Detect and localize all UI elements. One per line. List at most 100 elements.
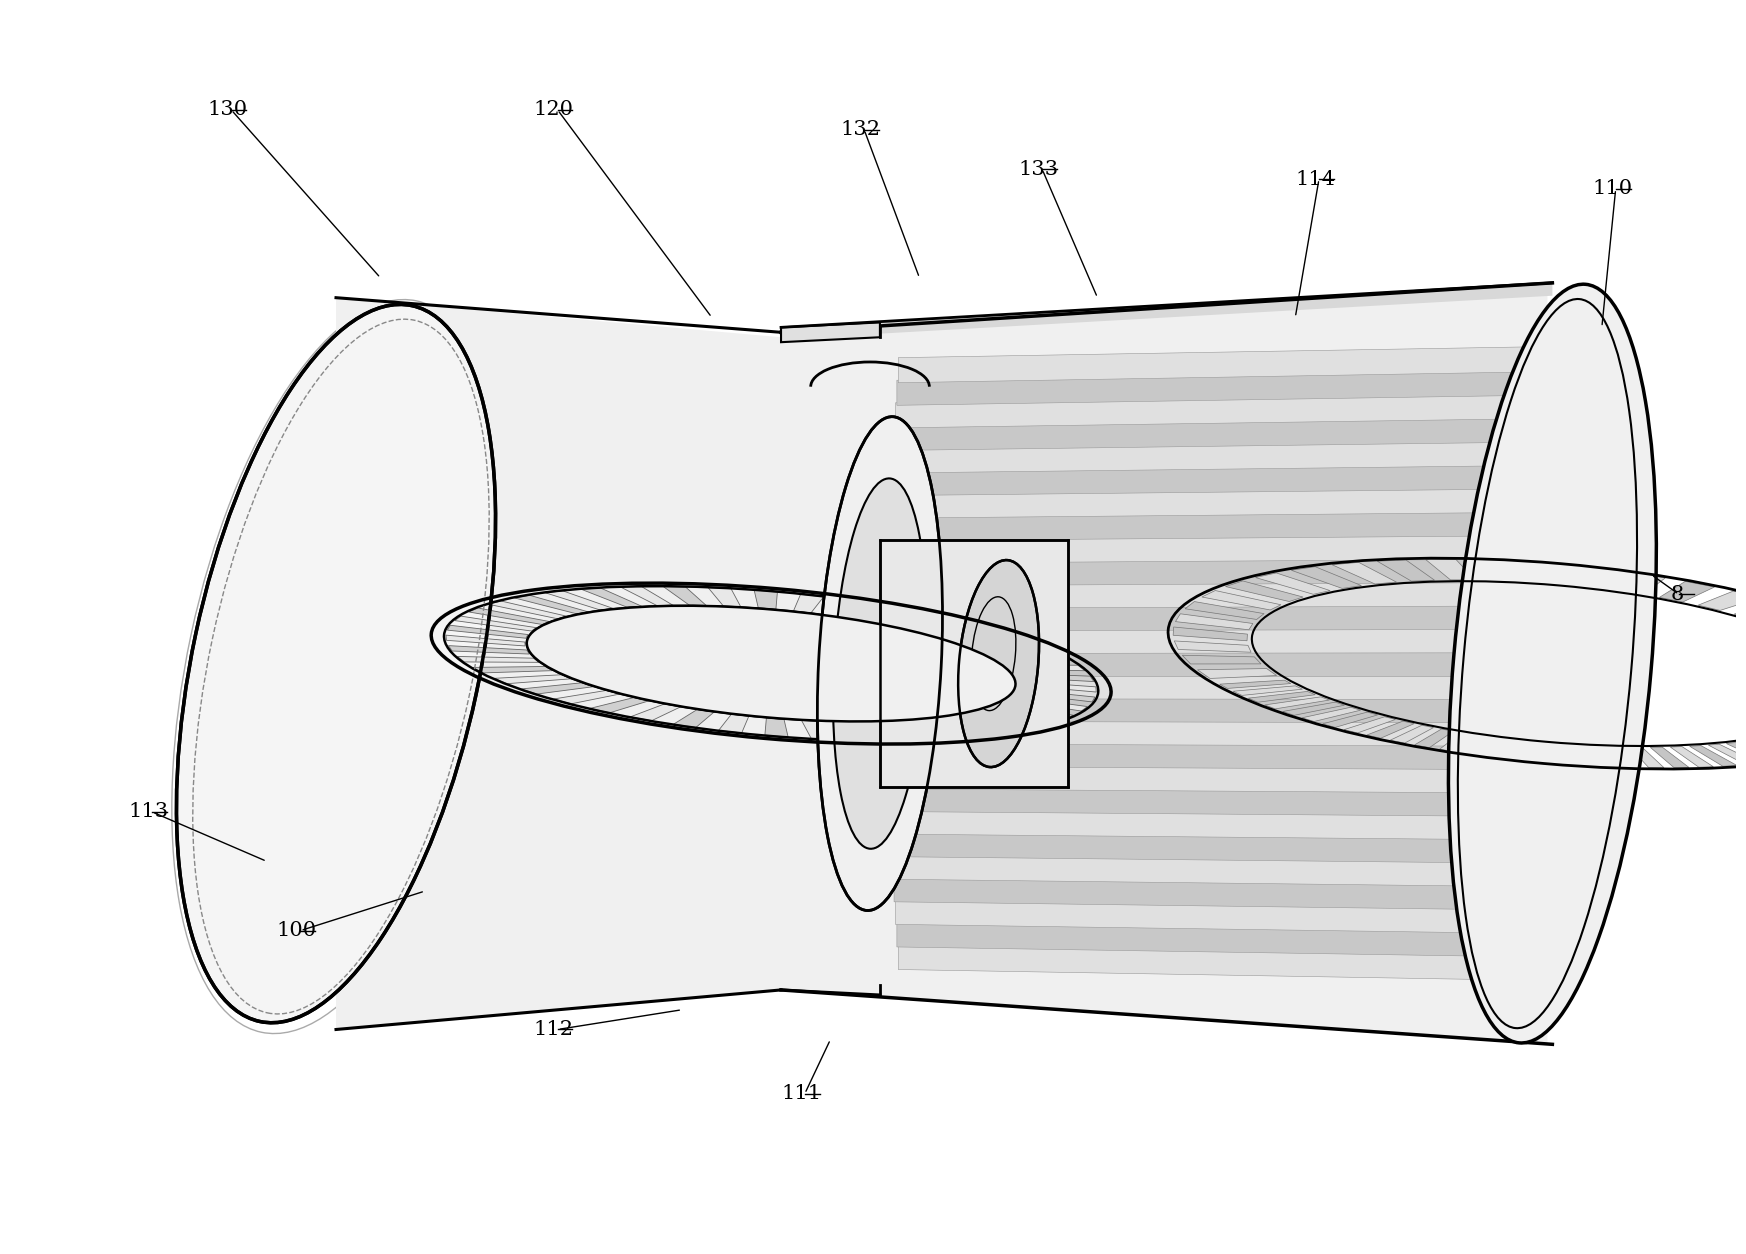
Polygon shape bbox=[522, 682, 594, 693]
Polygon shape bbox=[1390, 725, 1433, 744]
Polygon shape bbox=[894, 877, 1531, 910]
Polygon shape bbox=[897, 922, 1529, 957]
Polygon shape bbox=[780, 283, 1552, 340]
Polygon shape bbox=[1743, 740, 1746, 760]
Text: 120: 120 bbox=[534, 100, 574, 119]
Ellipse shape bbox=[959, 561, 1039, 767]
Polygon shape bbox=[494, 675, 571, 683]
Polygon shape bbox=[765, 717, 787, 737]
Text: 114: 114 bbox=[1296, 169, 1336, 188]
Polygon shape bbox=[1589, 746, 1612, 766]
Polygon shape bbox=[445, 635, 526, 646]
Polygon shape bbox=[1414, 729, 1453, 747]
Ellipse shape bbox=[527, 606, 1016, 721]
Polygon shape bbox=[1303, 707, 1360, 721]
Polygon shape bbox=[719, 715, 749, 732]
Polygon shape bbox=[1226, 581, 1303, 602]
Polygon shape bbox=[754, 591, 777, 609]
Polygon shape bbox=[897, 347, 1529, 382]
Polygon shape bbox=[1264, 697, 1329, 709]
Polygon shape bbox=[894, 614, 952, 630]
Polygon shape bbox=[882, 673, 1542, 700]
Polygon shape bbox=[990, 655, 1070, 661]
Polygon shape bbox=[1529, 563, 1561, 584]
Ellipse shape bbox=[817, 416, 943, 910]
Polygon shape bbox=[1182, 656, 1261, 663]
Text: 130: 130 bbox=[208, 100, 248, 119]
Text: 111: 111 bbox=[780, 1085, 821, 1104]
Polygon shape bbox=[1220, 680, 1290, 688]
Polygon shape bbox=[630, 703, 681, 721]
Polygon shape bbox=[489, 601, 566, 618]
Polygon shape bbox=[447, 626, 527, 638]
Text: 8: 8 bbox=[1671, 584, 1685, 604]
Polygon shape bbox=[1332, 562, 1397, 584]
Polygon shape bbox=[889, 786, 1536, 816]
Polygon shape bbox=[896, 394, 1531, 428]
Polygon shape bbox=[1727, 742, 1746, 762]
Text: 110: 110 bbox=[1592, 179, 1633, 198]
Polygon shape bbox=[883, 696, 1540, 724]
Polygon shape bbox=[883, 719, 1540, 746]
Polygon shape bbox=[890, 809, 1535, 840]
Polygon shape bbox=[1013, 673, 1093, 682]
Polygon shape bbox=[1708, 744, 1746, 765]
Polygon shape bbox=[1543, 742, 1559, 764]
Polygon shape bbox=[1248, 691, 1315, 702]
Polygon shape bbox=[976, 709, 1053, 726]
Polygon shape bbox=[885, 741, 1538, 770]
Polygon shape bbox=[1018, 681, 1096, 692]
Polygon shape bbox=[1175, 613, 1254, 630]
Polygon shape bbox=[1577, 567, 1613, 588]
Polygon shape bbox=[1367, 721, 1414, 739]
Polygon shape bbox=[892, 854, 1533, 887]
Polygon shape bbox=[674, 710, 714, 727]
Polygon shape bbox=[892, 440, 1533, 473]
Polygon shape bbox=[863, 607, 911, 623]
Polygon shape bbox=[1659, 582, 1715, 602]
Polygon shape bbox=[922, 623, 988, 637]
Polygon shape bbox=[1233, 686, 1303, 696]
Text: 100: 100 bbox=[276, 922, 316, 940]
Polygon shape bbox=[1566, 745, 1585, 765]
Polygon shape bbox=[1465, 736, 1495, 755]
Polygon shape bbox=[1292, 567, 1362, 588]
Polygon shape bbox=[894, 418, 1531, 450]
Polygon shape bbox=[590, 697, 650, 712]
Polygon shape bbox=[457, 656, 540, 662]
Polygon shape bbox=[953, 714, 1028, 732]
Polygon shape bbox=[948, 633, 1021, 645]
Polygon shape bbox=[454, 616, 536, 631]
Polygon shape bbox=[801, 720, 835, 740]
Polygon shape bbox=[1006, 696, 1088, 711]
Polygon shape bbox=[1631, 747, 1664, 767]
Polygon shape bbox=[880, 651, 1542, 676]
Ellipse shape bbox=[527, 606, 1016, 721]
Polygon shape bbox=[836, 721, 878, 741]
Polygon shape bbox=[1283, 702, 1344, 715]
Polygon shape bbox=[335, 297, 780, 1030]
Polygon shape bbox=[880, 540, 1069, 788]
Polygon shape bbox=[1690, 746, 1737, 766]
Polygon shape bbox=[1699, 591, 1746, 611]
Polygon shape bbox=[889, 510, 1536, 540]
Polygon shape bbox=[1344, 717, 1395, 732]
Polygon shape bbox=[1671, 746, 1713, 767]
Polygon shape bbox=[828, 599, 870, 618]
Polygon shape bbox=[709, 588, 740, 607]
Ellipse shape bbox=[1449, 285, 1657, 1043]
Ellipse shape bbox=[176, 305, 496, 1023]
Polygon shape bbox=[890, 831, 1535, 863]
Polygon shape bbox=[1517, 741, 1536, 761]
Polygon shape bbox=[473, 666, 553, 673]
Polygon shape bbox=[929, 717, 997, 736]
Text: 133: 133 bbox=[1018, 159, 1058, 178]
Polygon shape bbox=[897, 944, 1529, 981]
Polygon shape bbox=[885, 558, 1538, 586]
Polygon shape bbox=[1186, 602, 1264, 619]
Polygon shape bbox=[870, 721, 922, 740]
Polygon shape bbox=[1619, 573, 1666, 594]
Polygon shape bbox=[1004, 665, 1084, 671]
Polygon shape bbox=[1255, 573, 1330, 594]
Polygon shape bbox=[1378, 561, 1435, 581]
